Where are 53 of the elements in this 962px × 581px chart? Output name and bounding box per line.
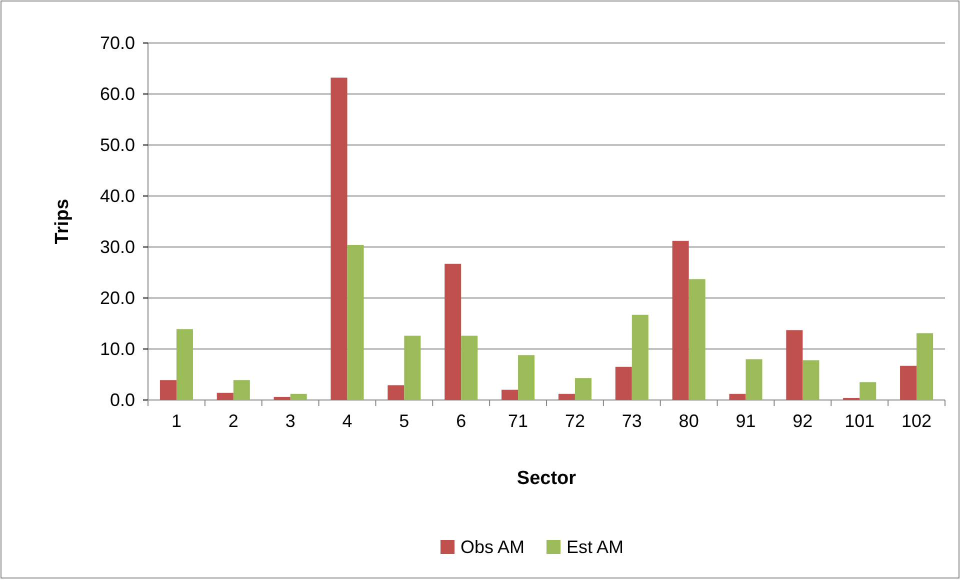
bar [860,382,876,400]
legend-label: Obs AM [460,537,525,557]
y-tick-label: 50.0 [100,134,135,155]
bar [290,394,307,400]
x-tick-label: 92 [792,410,813,431]
bar [518,355,535,400]
x-tick-label: 72 [564,410,585,431]
bar [160,380,176,400]
y-tick-label: 30.0 [100,236,135,257]
bar [729,394,746,400]
x-tick-label: 102 [902,410,932,431]
x-tick-label: 6 [456,410,466,431]
bar [558,394,575,400]
y-tick-label: 10.0 [100,338,135,359]
y-tick-label: 20.0 [100,288,135,308]
bar [444,264,462,400]
y-axis-title: Trips [52,198,73,244]
bar [916,333,934,400]
x-tick-label: 2 [228,410,238,431]
bar [672,240,689,400]
x-axis-title: Sector [516,468,577,489]
legend-label: Est AM [566,537,624,557]
bar [347,244,364,400]
y-tick-label: 0.0 [110,390,135,410]
bar [388,385,404,400]
bar [900,366,917,400]
bar [330,78,348,400]
y-tick-label: 40.0 [100,186,135,206]
bar [502,390,518,400]
bar [233,380,250,400]
bar [632,314,648,400]
bar [216,392,234,400]
y-tick-label: 60.0 [100,84,135,104]
x-tick-label: 1 [171,410,182,431]
bar [461,336,478,400]
bar [404,336,421,400]
bar [274,396,290,400]
x-tick-label: 101 [844,410,875,431]
x-tick-label: 91 [736,410,756,431]
bar [574,378,592,400]
bar [786,330,803,400]
bar [746,359,762,400]
x-tick-label: 71 [508,410,528,431]
bar [176,329,193,400]
x-tick-label: 3 [285,410,296,431]
x-tick-label: 73 [622,410,642,431]
x-tick-label: 4 [342,410,352,431]
bar [802,360,820,400]
x-tick-label: 5 [399,410,410,431]
y-tick-label: 70.0 [100,32,135,53]
bar [615,366,632,400]
x-tick-label: 80 [678,410,699,431]
bar [688,279,706,400]
